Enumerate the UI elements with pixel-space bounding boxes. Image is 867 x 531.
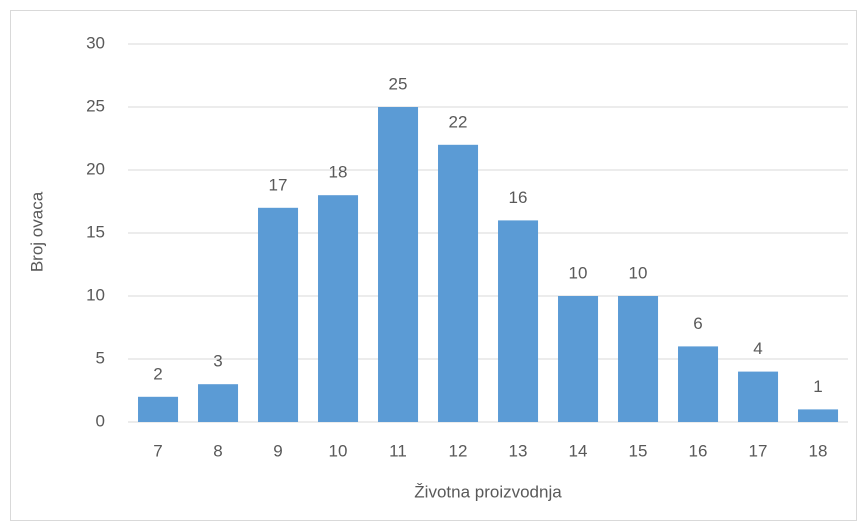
data-label: 18: [329, 163, 348, 182]
bar: [678, 346, 719, 422]
y-tick-label: 10: [86, 285, 105, 304]
x-tick-label: 17: [749, 441, 768, 460]
bar: [318, 195, 359, 422]
data-label: 1: [813, 377, 822, 396]
bar: [558, 296, 599, 422]
bar: [798, 409, 839, 422]
x-tick-label: 7: [153, 441, 162, 460]
chart-frame: [10, 10, 857, 521]
x-tick-label: 15: [629, 441, 648, 460]
data-label: 10: [569, 263, 588, 282]
bar: [438, 144, 479, 423]
x-tick-label: 11: [389, 441, 407, 460]
y-axis-title: Broj ovaca: [27, 191, 46, 272]
x-tick-label: 18: [809, 441, 828, 460]
bar: [198, 384, 239, 422]
x-tick-label: 12: [449, 441, 468, 460]
data-label: 10: [629, 263, 648, 282]
x-tick-label: 13: [509, 441, 528, 460]
bar: [258, 207, 299, 422]
data-label: 16: [509, 188, 528, 207]
bar: [618, 296, 659, 422]
bar: [138, 396, 179, 422]
x-tick-label: 8: [213, 441, 222, 460]
y-tick-label: 20: [86, 159, 105, 178]
y-tick-label: 5: [96, 348, 105, 367]
data-label: 25: [389, 74, 408, 93]
y-tick-label: 15: [86, 222, 105, 241]
data-label: 2: [153, 364, 162, 383]
data-label: 22: [449, 112, 468, 131]
x-tick-label: 14: [569, 441, 588, 460]
y-tick-label: 30: [86, 33, 105, 52]
x-tick-label: 10: [329, 441, 348, 460]
data-label: 4: [753, 339, 762, 358]
bar: [738, 371, 779, 422]
x-axis-title: Životna proizvodnja: [414, 482, 562, 501]
bar: [378, 107, 419, 422]
x-tick-label: 16: [689, 441, 708, 460]
data-label: 3: [213, 352, 222, 371]
x-tick-label: 9: [273, 441, 282, 460]
data-label: 17: [269, 175, 288, 194]
y-tick-label: 0: [96, 411, 105, 430]
y-tick-label: 25: [86, 96, 105, 115]
data-label: 6: [693, 314, 702, 333]
bar: [498, 220, 539, 422]
